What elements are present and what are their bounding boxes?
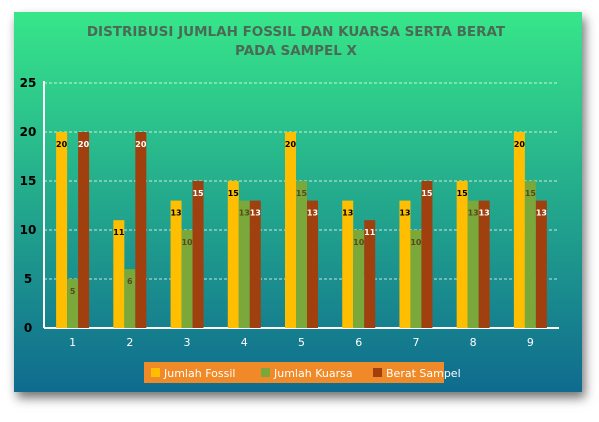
y-tick-label: 15 (20, 174, 37, 188)
data-label: 10 (353, 238, 365, 247)
data-label: 13 (399, 209, 410, 218)
bar-chart: DISTRIBUSI JUMLAH FOSSIL DAN KUARSA SERT… (14, 12, 582, 392)
data-label: 6 (127, 277, 133, 286)
bar (113, 220, 125, 328)
data-label: 20 (514, 140, 526, 149)
data-label: 15 (192, 189, 204, 198)
data-label: 13 (468, 209, 479, 218)
legend-swatch (261, 368, 270, 377)
y-tick-label: 5 (24, 272, 32, 286)
data-label: 15 (296, 189, 308, 198)
data-label: 11 (364, 228, 376, 237)
data-label: 20 (56, 140, 68, 149)
bar (353, 230, 365, 328)
y-tick-label: 25 (20, 76, 37, 90)
bar (342, 200, 354, 328)
bar (364, 220, 376, 328)
y-tick-label: 20 (20, 125, 37, 139)
chart-title-line-2: PADA SAMPEL X (235, 43, 357, 59)
bar (421, 181, 433, 328)
bar (467, 200, 479, 328)
bar (227, 181, 239, 328)
data-label: 15 (457, 189, 469, 198)
legend-label: Jumlah Kuarsa (273, 367, 353, 380)
x-tick-label: 8 (470, 336, 477, 349)
legend-label: Jumlah Fossil (163, 367, 235, 380)
bar (135, 132, 147, 328)
bar (181, 230, 193, 328)
data-label: 20 (78, 140, 90, 149)
x-tick-label: 3 (184, 336, 191, 349)
legend-label: Berat Sampel (386, 367, 461, 380)
data-label: 10 (181, 238, 193, 247)
data-label: 13 (536, 209, 547, 218)
bar (456, 181, 468, 328)
bar (478, 200, 490, 328)
legend-box (144, 362, 444, 383)
bar (285, 132, 296, 328)
bar (513, 132, 525, 328)
bar (170, 200, 182, 328)
bar (124, 269, 136, 328)
chart-frame: DISTRIBUSI JUMLAH FOSSIL DAN KUARSA SERT… (14, 12, 582, 392)
data-label: 5 (70, 287, 76, 296)
data-label: 13 (250, 209, 261, 218)
data-label: 20 (285, 140, 297, 149)
chart-title-line-1: DISTRIBUSI JUMLAH FOSSIL DAN KUARSA SERT… (87, 24, 506, 40)
bar (535, 200, 547, 328)
y-tick-label: 0 (24, 321, 32, 335)
x-tick-label: 9 (527, 336, 534, 349)
x-tick-label: 1 (69, 336, 76, 349)
data-label: 13 (342, 209, 353, 218)
bar (78, 132, 90, 328)
bar (296, 181, 307, 328)
data-label: 15 (421, 189, 433, 198)
data-label: 13 (479, 209, 490, 218)
data-label: 15 (525, 189, 537, 198)
bar (307, 200, 318, 328)
bar (67, 279, 79, 328)
bar (192, 181, 204, 328)
bar (249, 200, 261, 328)
data-label: 20 (135, 140, 147, 149)
data-label: 13 (307, 209, 318, 218)
legend-swatch (151, 368, 160, 377)
y-tick-label: 10 (20, 223, 37, 237)
data-label: 13 (170, 209, 181, 218)
bar (524, 181, 536, 328)
data-label: 13 (239, 209, 250, 218)
bar (238, 200, 250, 328)
bar (56, 132, 68, 328)
x-tick-label: 5 (298, 336, 305, 349)
bar (399, 200, 411, 328)
x-tick-label: 7 (412, 336, 419, 349)
data-label: 11 (113, 228, 125, 237)
x-tick-label: 2 (126, 336, 133, 349)
bar (410, 230, 422, 328)
x-tick-label: 4 (241, 336, 248, 349)
data-label: 10 (410, 238, 422, 247)
x-tick-label: 6 (355, 336, 362, 349)
data-label: 15 (228, 189, 240, 198)
legend-swatch (373, 368, 382, 377)
